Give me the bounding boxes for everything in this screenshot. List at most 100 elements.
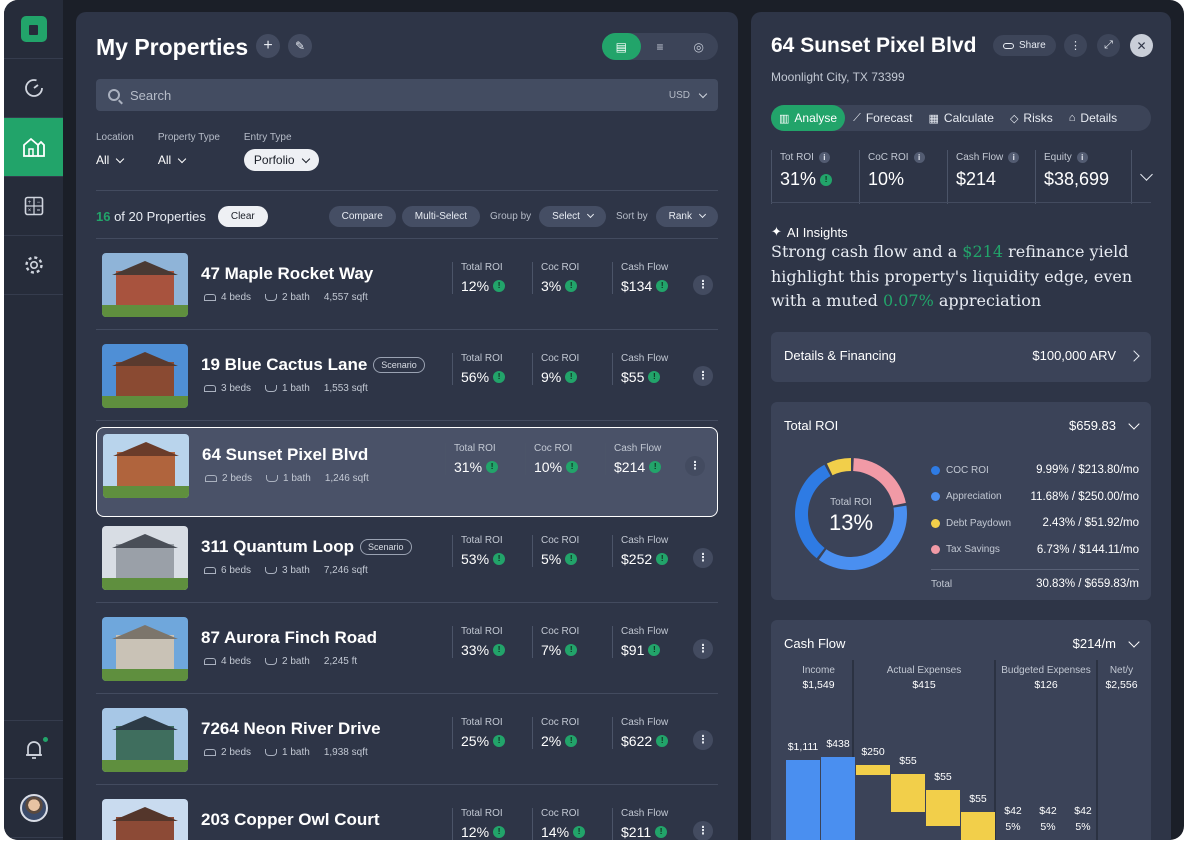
property-row[interactable]: 311 Quantum Loop Scenario 6 beds 3 bath … bbox=[96, 513, 718, 603]
details-financing-card[interactable]: Details & Financing $100,000 ARV bbox=[771, 332, 1151, 382]
chevron-down-icon[interactable] bbox=[1128, 636, 1140, 648]
property-row[interactable]: 64 Sunset Pixel Blvd 2 beds 1 bath 1,246… bbox=[96, 427, 718, 517]
beds-spec: 2 beds bbox=[205, 473, 252, 484]
property-photo bbox=[102, 344, 188, 408]
entry-type-dropdown[interactable]: Porfolio bbox=[243, 149, 319, 171]
row-menu-button[interactable]: ⋮ bbox=[693, 730, 713, 750]
row-menu-button[interactable]: ⋮ bbox=[693, 548, 713, 568]
property-name[interactable]: 47 Maple Rocket Way bbox=[201, 264, 373, 284]
metric-value: 14% bbox=[541, 824, 570, 840]
location-dropdown[interactable]: All bbox=[96, 151, 134, 169]
property-row[interactable]: 87 Aurora Finch Road 4 beds 2 bath 2,245… bbox=[96, 604, 718, 694]
tab-forecast[interactable]: ⟋ Forecast bbox=[845, 105, 920, 131]
tab-label: Analyse bbox=[794, 111, 838, 125]
gear-icon bbox=[24, 256, 43, 274]
info-icon[interactable]: i bbox=[1008, 152, 1020, 163]
ai-insights-title: AI Insights bbox=[786, 224, 848, 240]
waterfall-bar[interactable] bbox=[961, 812, 995, 840]
tab-calculate[interactable]: ▦ Calculate bbox=[921, 105, 1002, 131]
row-menu-button[interactable]: ⋮ bbox=[693, 275, 713, 295]
property-row[interactable]: 19 Blue Cactus Lane Scenario 3 beds 1 ba… bbox=[96, 331, 718, 421]
sidebar-item-settings[interactable] bbox=[4, 236, 63, 295]
results-count: 16 of 20 Properties bbox=[96, 209, 206, 224]
row-menu-button[interactable]: ⋮ bbox=[693, 639, 713, 659]
property-name[interactable]: 311 Quantum Loop Scenario bbox=[201, 537, 412, 557]
chevron-down-icon[interactable] bbox=[1128, 418, 1140, 430]
metric-cash-flow: Cash Flow $252! bbox=[612, 535, 692, 567]
property-metrics: Total ROI 25%! Coc ROI 2%! Cash Flow $622! bbox=[452, 717, 692, 749]
metric-total-roi: Total ROI 31%! bbox=[445, 443, 525, 475]
metric-label: Coc ROI bbox=[541, 717, 580, 728]
property-row[interactable]: 7264 Neon River Drive 2 beds 1 bath 1,93… bbox=[96, 695, 718, 785]
metric-value: 12% bbox=[461, 824, 490, 840]
insight-text: appreciation bbox=[933, 291, 1042, 310]
sidebar-item-notifications[interactable] bbox=[4, 720, 63, 779]
donut-slice-tax-savings[interactable] bbox=[853, 458, 906, 506]
metric-value: $214 bbox=[614, 459, 646, 475]
property-row[interactable]: 203 Copper Owl Court Total ROI 12%! Coc R… bbox=[96, 786, 718, 840]
waterfall-bar[interactable] bbox=[786, 760, 820, 840]
donut-slice-appreciation[interactable] bbox=[818, 505, 907, 570]
donut-slice-debt-paydown[interactable] bbox=[826, 458, 851, 476]
card-view-button[interactable]: ▤ bbox=[602, 33, 641, 60]
metric-total-roi: Total ROI 12%! bbox=[452, 262, 532, 294]
donut-slice-coc-roi[interactable] bbox=[795, 464, 831, 559]
info-icon[interactable]: i bbox=[913, 152, 925, 163]
sidebar-item-dashboard[interactable] bbox=[4, 59, 63, 118]
multi-select-button[interactable]: Multi-Select bbox=[401, 205, 481, 227]
property-type-dropdown[interactable]: All bbox=[158, 151, 220, 169]
cash-flow-group-header: Budgeted Expenses $126 bbox=[995, 664, 1097, 692]
property-name[interactable]: 203 Copper Owl Court bbox=[201, 810, 380, 830]
compare-button[interactable]: Compare bbox=[328, 205, 396, 227]
waterfall-bar[interactable] bbox=[926, 790, 960, 826]
close-button[interactable]: ✕ bbox=[1130, 34, 1153, 57]
clear-button[interactable]: Clear bbox=[217, 205, 268, 227]
chevron-down-icon[interactable] bbox=[698, 89, 708, 98]
search-bar: USD bbox=[96, 79, 718, 111]
map-view-button[interactable]: ◎ bbox=[693, 39, 704, 54]
sort-by-dropdown[interactable]: Rank bbox=[655, 205, 718, 227]
list-view-button[interactable]: ≡ bbox=[656, 39, 664, 54]
row-menu-button[interactable]: ⋮ bbox=[693, 821, 713, 840]
info-icon[interactable]: i bbox=[818, 152, 830, 163]
property-name[interactable]: 87 Aurora Finch Road bbox=[201, 628, 377, 648]
sidebar-item-profile[interactable] bbox=[4, 779, 63, 838]
scenario-badge: Scenario bbox=[373, 357, 425, 373]
row-menu-button[interactable]: ⋮ bbox=[693, 366, 713, 386]
tab-analyse[interactable]: ▥ Analyse bbox=[771, 105, 846, 131]
app-logo[interactable] bbox=[4, 0, 63, 59]
legend-value: 2.43% / $51.92/mo bbox=[1042, 517, 1139, 530]
search-input[interactable] bbox=[130, 87, 669, 103]
kpi-expand-button[interactable] bbox=[1131, 150, 1153, 204]
property-name[interactable]: 64 Sunset Pixel Blvd bbox=[202, 445, 368, 465]
beds-spec: 4 beds bbox=[204, 656, 251, 667]
edit-button[interactable]: ✎ bbox=[288, 34, 312, 58]
waterfall-bar[interactable] bbox=[856, 765, 890, 775]
page-title: My Properties bbox=[96, 34, 249, 60]
metric-cash-flow: Cash Flow $211! bbox=[612, 808, 692, 840]
currency-selector[interactable]: USD bbox=[668, 89, 690, 101]
share-button[interactable]: Share bbox=[993, 35, 1056, 56]
property-name[interactable]: 7264 Neon River Drive bbox=[201, 719, 381, 739]
property-name[interactable]: 19 Blue Cactus Lane Scenario bbox=[201, 355, 425, 375]
metric-label: Cash Flow bbox=[621, 535, 669, 546]
more-options-button[interactable]: ⋮ bbox=[1064, 34, 1087, 57]
group-by-dropdown[interactable]: Select bbox=[539, 205, 606, 227]
property-row[interactable]: 47 Maple Rocket Way 4 beds 2 bath 4,557 … bbox=[96, 240, 718, 330]
info-icon[interactable]: i bbox=[1076, 152, 1088, 163]
expand-button[interactable]: ⤢ bbox=[1097, 34, 1120, 57]
waterfall-bar[interactable] bbox=[891, 774, 925, 812]
row-menu-button[interactable]: ⋮ bbox=[685, 456, 705, 476]
sidebar-item-properties[interactable] bbox=[4, 118, 63, 177]
waterfall-bar[interactable] bbox=[821, 757, 855, 840]
beds-spec: 2 beds bbox=[204, 747, 251, 758]
property-metrics: Total ROI 53%! Coc ROI 5%! Cash Flow $252! bbox=[452, 535, 692, 567]
detail-address: Moonlight City, TX 73399 bbox=[771, 70, 905, 84]
tab-risks[interactable]: ◇ Risks bbox=[1002, 105, 1061, 131]
legend-label: Debt Paydown bbox=[946, 517, 1012, 529]
property-title: 47 Maple Rocket Way bbox=[201, 264, 374, 283]
tab-details[interactable]: ⌂ Details bbox=[1061, 105, 1125, 131]
add-property-button[interactable]: + bbox=[256, 34, 280, 58]
sidebar-item-calculator[interactable]: + − × = bbox=[4, 177, 63, 236]
kpi-coc-roi: CoC ROI i 10% bbox=[859, 150, 947, 204]
